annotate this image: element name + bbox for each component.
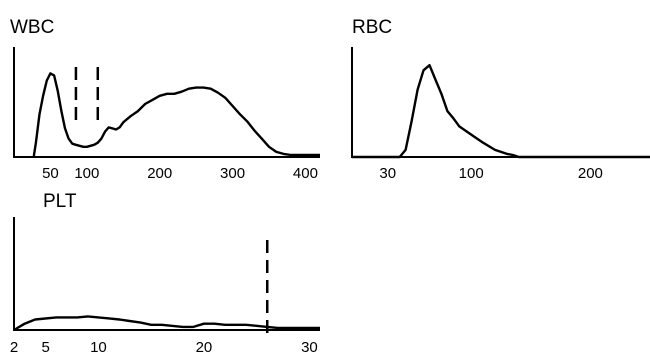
- plt-title: PLT: [43, 191, 77, 212]
- plt-x-tick-label: 30: [301, 339, 318, 356]
- rbc-distribution-curve: [352, 64, 650, 159]
- rbc-x-tick-label: 200: [578, 165, 603, 182]
- plt-x-tick-label: 5: [41, 339, 49, 356]
- wbc-title: WBC: [10, 17, 54, 38]
- wbc-x-tick-label: 400: [293, 165, 318, 182]
- wbc-distribution-curve: [32, 72, 320, 158]
- plt-histogram: PLT 2 5 10 20 30: [10, 191, 320, 356]
- wbc-x-tick-label: 100: [74, 165, 99, 182]
- plt-x-tick-label: 2: [10, 339, 18, 356]
- plt-x-tick-label: 20: [196, 339, 213, 356]
- rbc-x-tick-label: 30: [379, 165, 396, 182]
- wbc-x-tick-label: 300: [220, 165, 245, 182]
- wbc-histogram: WBC 50 100 200 300 400: [10, 17, 320, 182]
- wbc-x-tick-label: 200: [147, 165, 172, 182]
- plt-x-tick-label: 10: [90, 339, 107, 356]
- plt-distribution-curve: [13, 315, 320, 332]
- rbc-x-tick-label: 100: [459, 165, 484, 182]
- wbc-x-tick-label: 50: [42, 165, 59, 182]
- rbc-histogram: RBC 30 100 200: [351, 17, 650, 182]
- rbc-title: RBC: [352, 17, 392, 38]
